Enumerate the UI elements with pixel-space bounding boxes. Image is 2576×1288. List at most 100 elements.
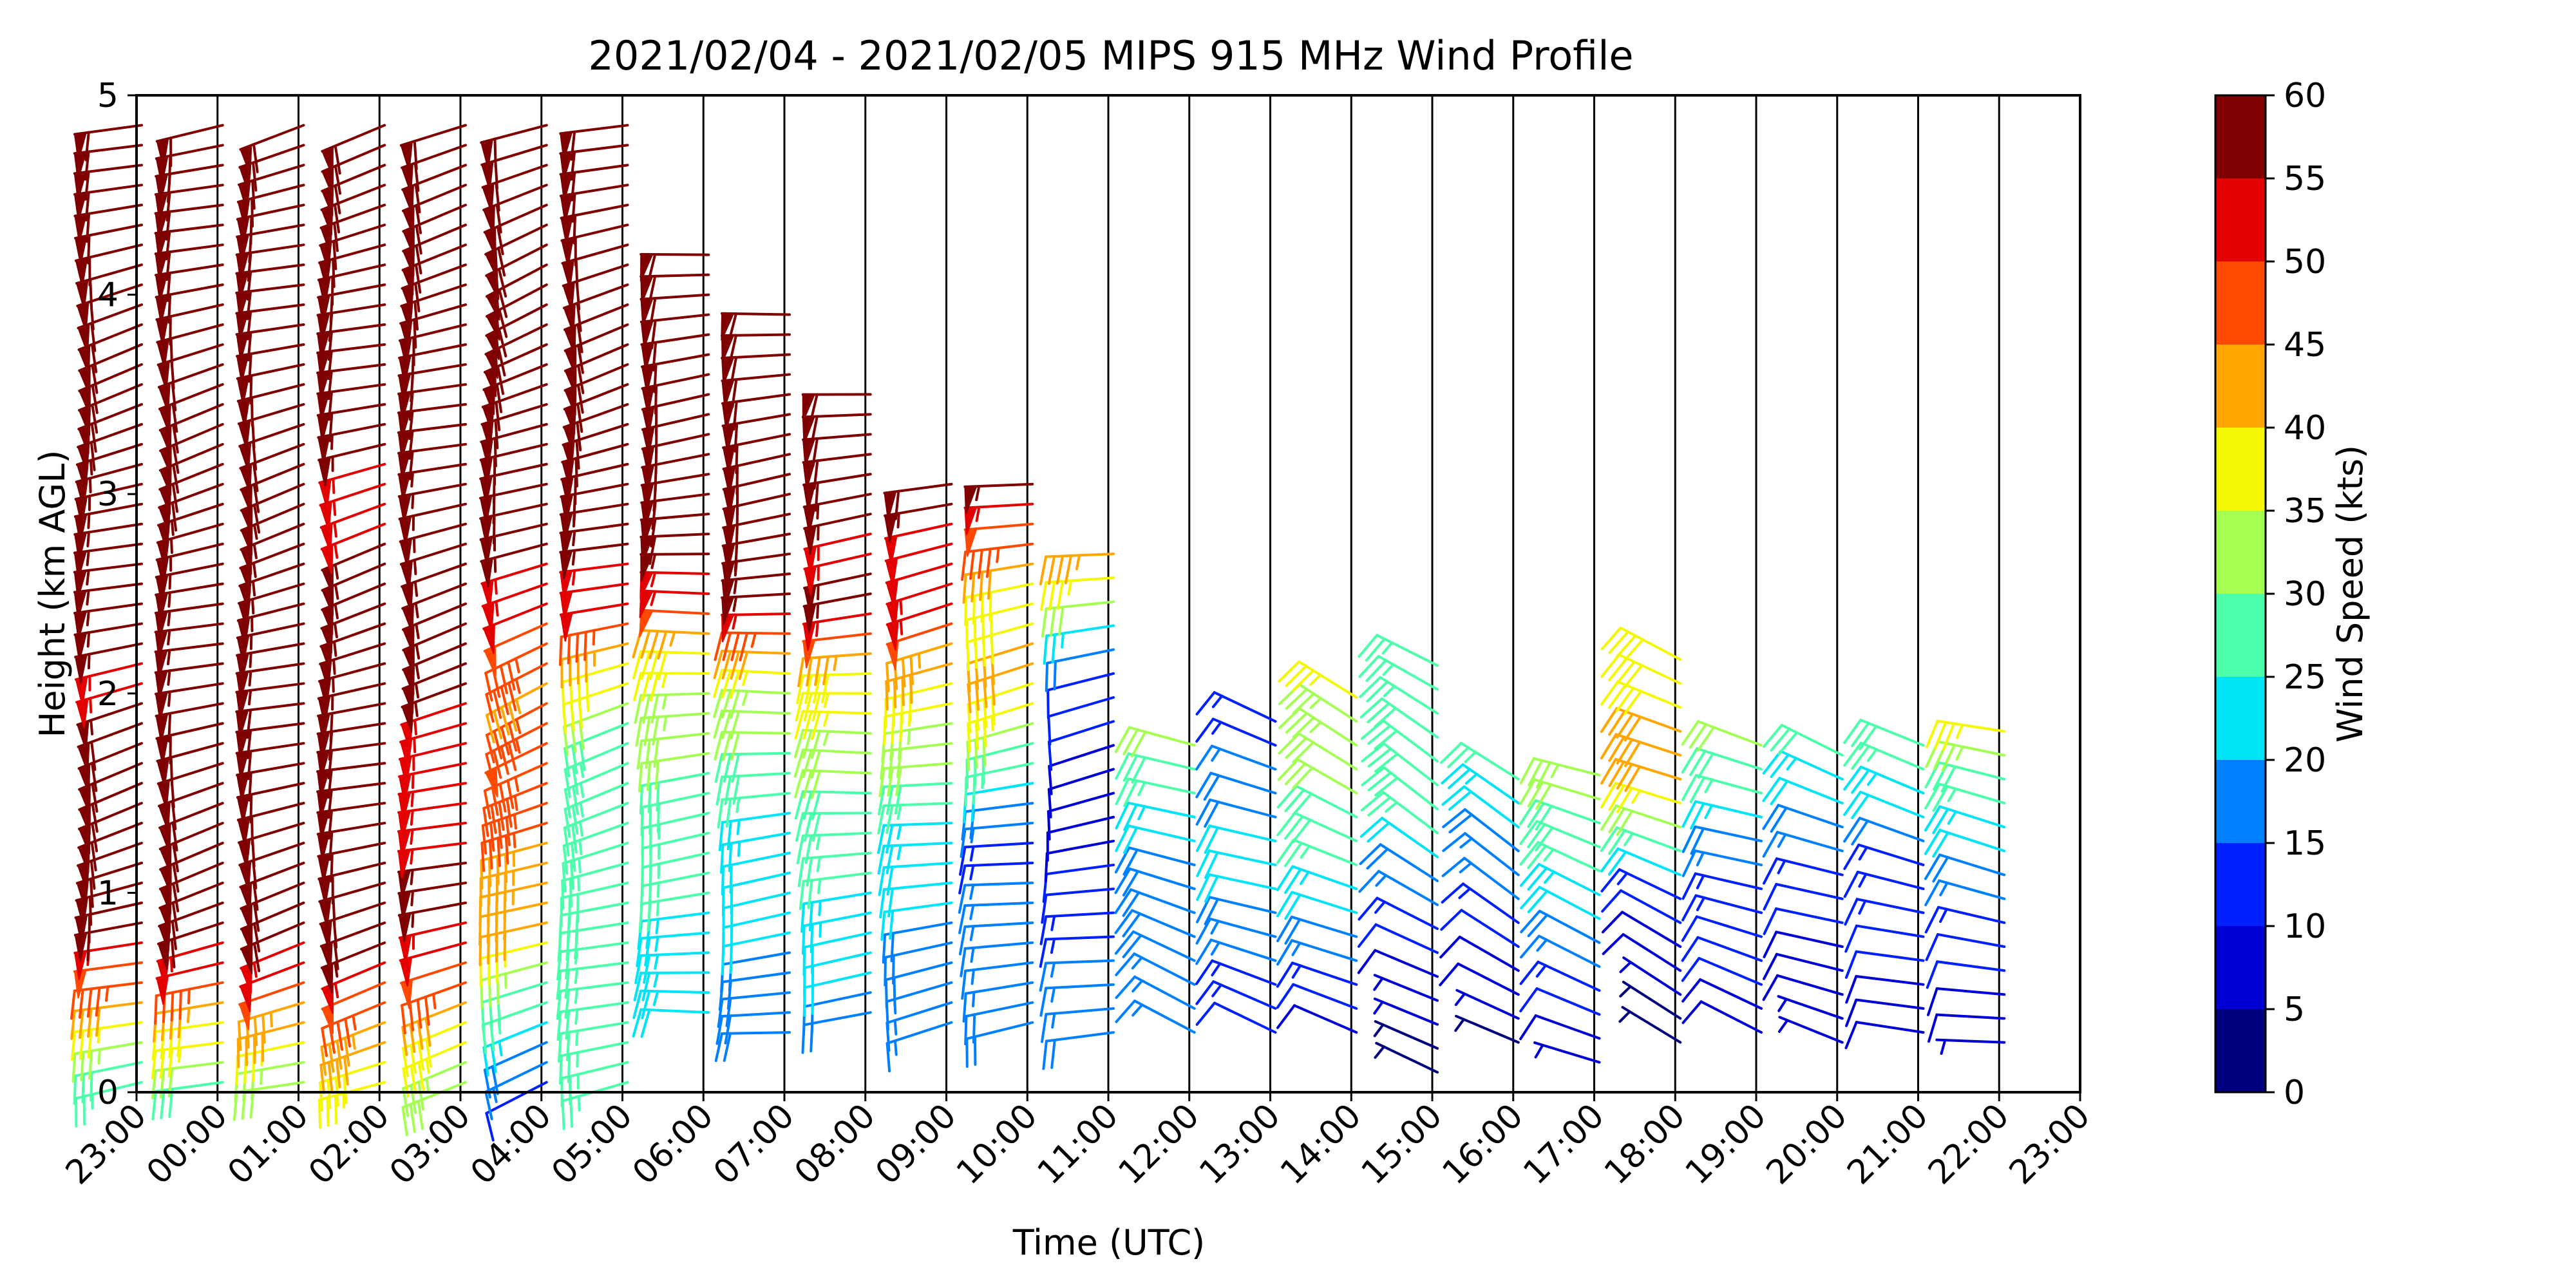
wind-barb <box>721 373 791 408</box>
wind-barb <box>1600 868 1682 900</box>
wind-barb <box>401 682 467 733</box>
wind-barb <box>319 901 386 951</box>
wind-barb <box>964 582 1034 627</box>
wind-barb <box>1039 983 1115 1017</box>
wind-barb <box>482 782 548 837</box>
colorbar-tick-label: 35 <box>2284 492 2326 531</box>
wind-barb <box>1843 790 1925 819</box>
wind-barb <box>560 881 629 927</box>
wind-barb <box>721 573 791 608</box>
hourly-profile <box>1114 726 1196 1034</box>
hourly-profile <box>1762 724 1844 1044</box>
wind-barb <box>1843 765 1925 795</box>
wind-barb <box>1195 717 1277 747</box>
wind-barb <box>965 602 1034 649</box>
wind-barb <box>636 931 710 967</box>
wind-barb <box>1374 1041 1439 1074</box>
wind-barb <box>556 961 629 1000</box>
wind-barb <box>1777 995 1844 1020</box>
wind-barb <box>1844 1021 1925 1050</box>
x-tick-label: 23:00 <box>2002 1097 2098 1192</box>
wind-barb <box>1681 825 1763 855</box>
wind-barb <box>1926 987 2006 1016</box>
hourly-profile <box>877 482 953 1073</box>
colorbar-tick-label: 40 <box>2284 409 2326 448</box>
wind-barb <box>1373 997 1439 1026</box>
wind-barb <box>71 1021 143 1061</box>
wind-barb <box>632 1008 710 1038</box>
colorbar-segment <box>2215 511 2266 594</box>
wind-barb <box>1361 766 1439 811</box>
wind-barb <box>1195 980 1277 1010</box>
hourly-profile <box>1439 741 1520 1044</box>
wind-barb <box>1276 784 1358 819</box>
wind-barb <box>1762 777 1844 806</box>
wind-barb <box>71 1041 143 1083</box>
wind-barb <box>879 881 953 918</box>
wind-barb <box>1043 624 1115 665</box>
wind-barb <box>1195 744 1277 771</box>
wind-barb <box>803 533 872 576</box>
wind-barb <box>793 728 872 759</box>
wind-barb <box>796 672 872 705</box>
wind-barb <box>961 542 1034 582</box>
wind-barb <box>485 702 548 764</box>
wind-barb <box>718 811 791 851</box>
wind-barb <box>557 1021 629 1063</box>
wind-barb <box>1196 824 1277 854</box>
wind-barb <box>713 649 791 680</box>
wind-barb <box>639 589 710 618</box>
wind-barb <box>73 921 143 962</box>
wind-barb <box>1114 867 1196 897</box>
wind-barb <box>556 981 629 1020</box>
wind-barb <box>1358 896 1439 931</box>
wind-barb <box>1039 935 1115 968</box>
y-axis: 0 1 2 3 4 5 <box>97 77 137 1112</box>
x-tick-label: 22:00 <box>1921 1097 2016 1192</box>
wind-barb <box>1439 935 1520 972</box>
wind-barb <box>1619 980 1682 1020</box>
wind-barb <box>235 243 305 282</box>
wind-barb <box>559 124 629 161</box>
wind-barb <box>714 1031 791 1063</box>
wind-barb <box>1681 747 1763 779</box>
colorbar-tick-label: 55 <box>2284 160 2326 198</box>
wind-barb <box>398 502 467 546</box>
x-tick-label: 06:00 <box>625 1097 721 1192</box>
colorbar: 0 5 10 15 20 25 30 35 40 45 50 55 60 <box>2214 77 2326 1112</box>
wind-barb <box>1843 817 1925 846</box>
wind-barb <box>321 1001 386 1057</box>
wind-barb <box>151 1081 224 1121</box>
colorbar-segment <box>2215 345 2266 428</box>
wind-barb <box>1358 654 1439 691</box>
wind-barb <box>964 1001 1034 1046</box>
wind-barb <box>1441 763 1520 805</box>
wind-barb <box>965 742 1034 789</box>
wind-barb <box>1440 909 1520 948</box>
wind-barb <box>640 791 710 837</box>
wind-barb <box>1439 962 1520 996</box>
wind-barb <box>1359 843 1439 882</box>
wind-barb <box>884 941 953 987</box>
wind-barb <box>801 413 872 445</box>
wind-barb <box>317 861 386 905</box>
wind-barb <box>1114 888 1196 917</box>
wind-barb <box>1926 719 2006 751</box>
x-tick-label: 10:00 <box>949 1097 1045 1192</box>
wind-barb <box>958 881 1034 914</box>
wind-barb <box>1359 676 1439 715</box>
wind-barb <box>1924 828 2006 858</box>
wind-barb <box>722 513 791 554</box>
wind-barb <box>1762 750 1844 781</box>
colorbar-segment <box>2215 178 2266 261</box>
wind-barb <box>1442 808 1520 853</box>
wind-barb <box>1114 930 1196 962</box>
wind-barb <box>1844 924 1925 953</box>
wind-barb <box>880 901 953 942</box>
wind-barb <box>802 632 872 668</box>
wind-barb <box>1763 907 1844 936</box>
wind-barb <box>1924 805 2006 835</box>
wind-barb <box>1520 886 1601 920</box>
x-axis-label: Time (UTC) <box>1012 1222 1206 1263</box>
wind-barb <box>1519 960 1601 992</box>
